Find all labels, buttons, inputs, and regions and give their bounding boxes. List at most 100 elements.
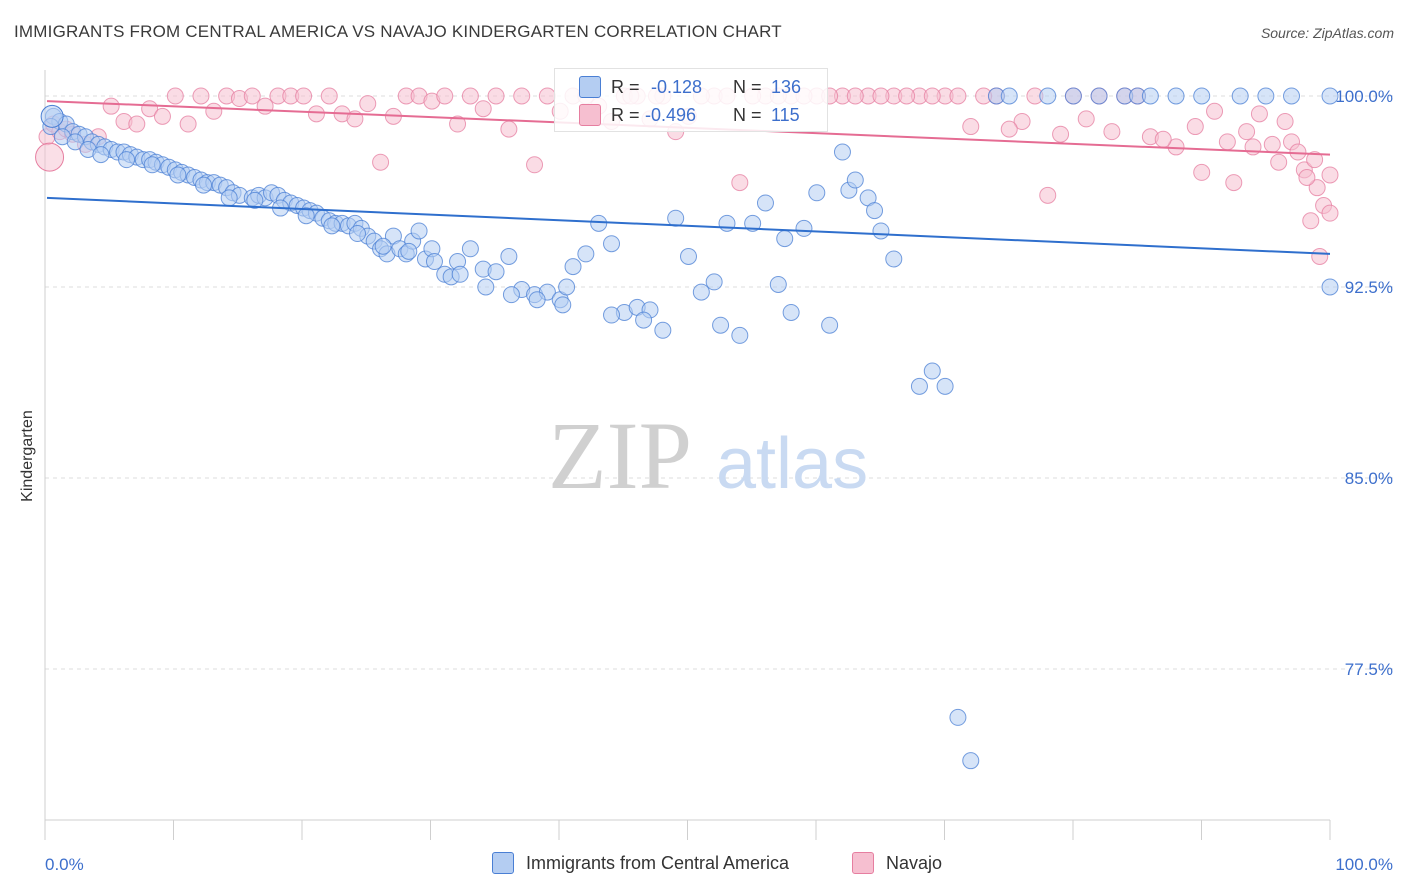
- pink-point: [1186, 118, 1204, 136]
- legend-item-blue[interactable]: Immigrants from Central America: [492, 852, 789, 874]
- blue-point: [910, 377, 928, 395]
- pink-point: [436, 87, 454, 105]
- blue-point: [654, 321, 672, 339]
- y-tick-label: 100.0%: [1335, 87, 1393, 106]
- pink-point: [500, 120, 518, 138]
- blue-point: [451, 265, 469, 283]
- blue-point: [564, 258, 582, 276]
- y-axis-label: Kindergarten: [19, 410, 36, 502]
- blue-point: [400, 242, 418, 260]
- blue-point: [680, 247, 697, 265]
- blue-point: [1321, 87, 1339, 105]
- pink-point: [256, 97, 274, 115]
- pink-point: [1052, 125, 1070, 143]
- blue-point: [718, 214, 736, 232]
- blue-point: [1167, 87, 1185, 105]
- pink-point: [1077, 110, 1095, 128]
- blue-point: [502, 286, 520, 304]
- x-tick-label: 0.0%: [45, 855, 84, 874]
- pink-point: [461, 87, 479, 105]
- blue-point: [923, 362, 941, 380]
- source-label: Source: ZipAtlas.com: [1260, 25, 1394, 41]
- pink-point: [513, 87, 531, 105]
- blue-point: [692, 283, 710, 301]
- pink-point: [923, 87, 941, 105]
- blue-point: [769, 275, 787, 293]
- pink-point: [1193, 163, 1211, 181]
- blue-point: [705, 273, 723, 291]
- chart-title: IMMIGRANTS FROM CENTRAL AMERICA VS NAVAJ…: [14, 22, 782, 41]
- blue-point: [1231, 87, 1249, 105]
- n-label: N =: [733, 76, 762, 97]
- blue-point: [528, 291, 546, 309]
- blue-point: [1321, 278, 1339, 296]
- watermark-zip: ZIP: [548, 402, 692, 509]
- stats-box: R = -0.128 N = 136 R = -0.496 N = 115: [554, 68, 828, 132]
- pink-point: [102, 97, 120, 115]
- blue-point: [558, 278, 576, 296]
- pink-point: [128, 115, 146, 133]
- pink-point: [1013, 112, 1031, 130]
- blue-point: [118, 151, 136, 169]
- pink-point: [359, 95, 377, 113]
- blue-point: [885, 250, 903, 268]
- pink-point: [1263, 135, 1281, 153]
- pink-point: [1276, 112, 1294, 130]
- pink-point: [487, 87, 505, 105]
- y-tick-label: 77.5%: [1345, 660, 1393, 679]
- watermark-atlas: atlas: [716, 424, 868, 504]
- blue-point: [461, 240, 479, 258]
- trendline-blue: [46, 196, 1331, 255]
- blue-point: [776, 230, 794, 248]
- pink-point: [153, 107, 171, 125]
- pink-point: [320, 87, 338, 105]
- blue-point: [667, 209, 685, 227]
- n-label: N =: [733, 104, 762, 125]
- legend-label-blue: Immigrants from Central America: [526, 852, 790, 873]
- blue-point: [731, 326, 749, 344]
- blue-point: [1064, 87, 1082, 105]
- pink-point: [538, 87, 556, 105]
- blue-point: [425, 253, 443, 271]
- blue-point: [846, 171, 864, 189]
- pink-point: [1308, 179, 1326, 197]
- blue-point: [348, 225, 366, 243]
- legend-label-pink: Navajo: [886, 852, 943, 873]
- pink-swatch: [579, 104, 601, 126]
- blue-point: [1000, 87, 1018, 105]
- pink-point: [192, 87, 210, 105]
- blue-point: [487, 263, 505, 281]
- pink-point: [1238, 123, 1256, 141]
- pink-point: [1103, 123, 1121, 141]
- blue-point: [1141, 87, 1159, 105]
- blue-point: [744, 214, 762, 232]
- blue-point: [872, 222, 890, 240]
- legend-item-pink[interactable]: Navajo: [852, 852, 942, 874]
- pink-point: [307, 105, 325, 123]
- pink-point: [295, 87, 313, 105]
- blue-point: [323, 217, 341, 235]
- blue-point: [66, 133, 84, 151]
- blue-point: [577, 245, 595, 263]
- r-label: R =: [611, 76, 640, 97]
- pink-point: [1250, 105, 1268, 123]
- pink-point: [1225, 174, 1243, 192]
- pink-point: [1321, 204, 1339, 222]
- r-label: R =: [611, 104, 640, 125]
- blue-point: [603, 235, 621, 253]
- blue-point: [500, 247, 518, 265]
- pink-point: [1039, 186, 1057, 204]
- pink-point: [1306, 151, 1324, 169]
- blue-point: [949, 708, 967, 726]
- blue-point: [374, 237, 392, 255]
- blue-point: [962, 752, 980, 770]
- pink-point: [1218, 133, 1236, 151]
- pink-point: [1270, 153, 1288, 171]
- blue-point: [712, 316, 730, 334]
- pink-point: [179, 115, 197, 133]
- blue-point: [143, 156, 161, 174]
- blue-point: [756, 194, 774, 212]
- blue-point: [635, 311, 653, 329]
- pink-point: [846, 87, 864, 105]
